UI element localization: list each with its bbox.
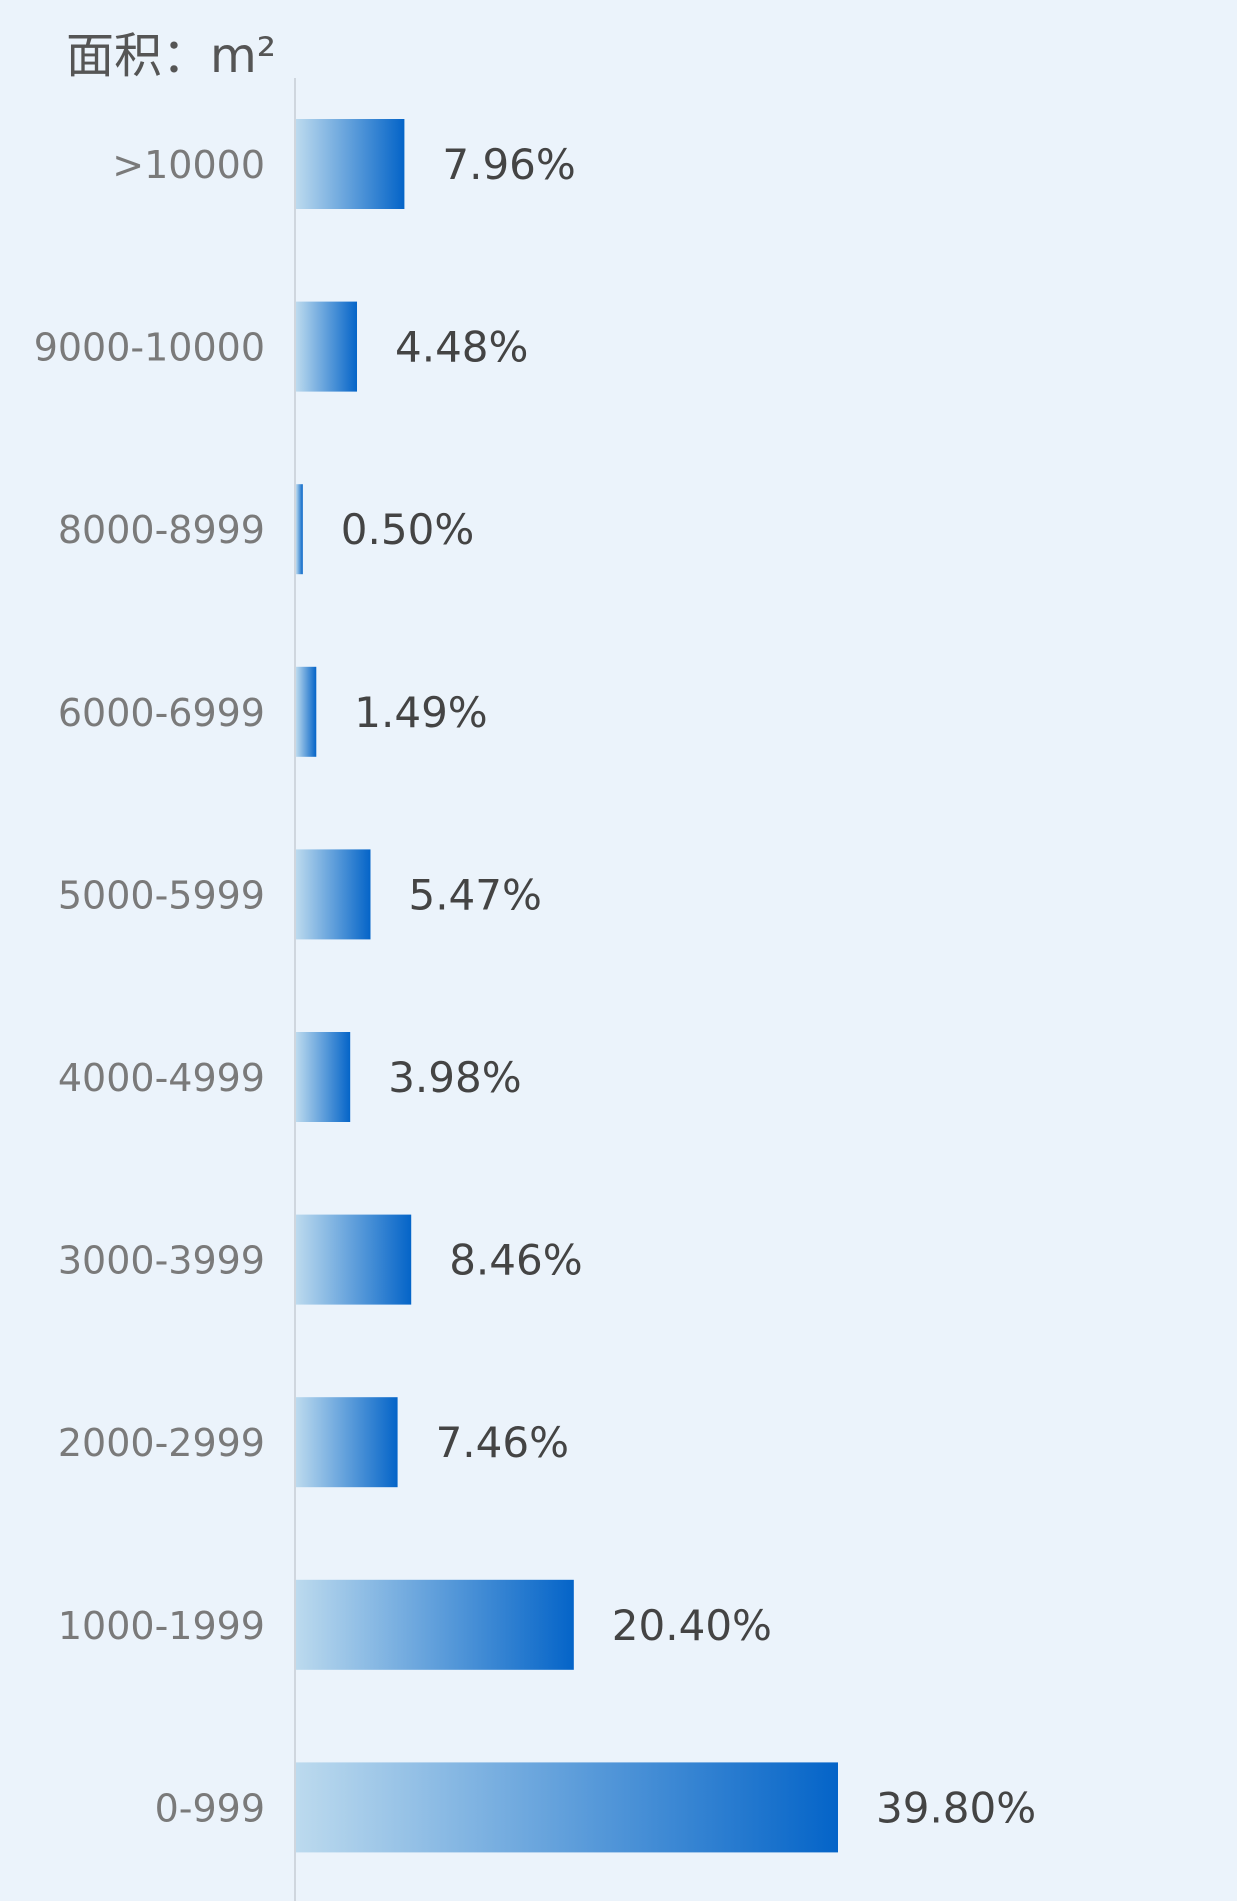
- bar: [296, 1579, 574, 1670]
- bar: [296, 1762, 838, 1853]
- value-label: 1.49%: [354, 688, 487, 737]
- bar: [296, 119, 405, 209]
- bar: [296, 666, 317, 757]
- value-label: 8.46%: [449, 1236, 582, 1285]
- category-label: 0-999: [155, 1786, 265, 1830]
- value-label: 5.47%: [408, 870, 541, 919]
- axis-title: 面积：m²: [66, 28, 276, 84]
- value-label: 20.40%: [612, 1601, 772, 1650]
- bar: [296, 484, 303, 575]
- bars-layer: >10000 7.96% 9000-10000 4.48% 8000-8999 0.50%…: [34, 119, 1036, 1853]
- bar: [296, 301, 358, 392]
- category-label: 4000-4999: [58, 1056, 265, 1100]
- category-label: 2000-2999: [58, 1421, 265, 1465]
- category-label: 8000-8999: [58, 508, 265, 552]
- bar: [296, 1397, 398, 1488]
- value-label: 39.80%: [876, 1783, 1036, 1832]
- value-label: 4.48%: [395, 323, 528, 372]
- category-label: >10000: [112, 143, 265, 187]
- category-label: 6000-6999: [58, 691, 265, 735]
- category-label: 5000-5999: [58, 873, 265, 917]
- bar: [296, 1032, 351, 1122]
- category-label: 1000-1999: [58, 1604, 265, 1648]
- value-label: 7.46%: [436, 1418, 569, 1467]
- category-label: 9000-10000: [34, 326, 265, 370]
- value-label: 7.96%: [442, 140, 575, 189]
- value-label: 0.50%: [341, 505, 474, 554]
- category-label: 3000-3999: [58, 1239, 265, 1283]
- bar: [296, 1214, 412, 1305]
- bar: [296, 849, 371, 940]
- value-label: 3.98%: [388, 1053, 521, 1102]
